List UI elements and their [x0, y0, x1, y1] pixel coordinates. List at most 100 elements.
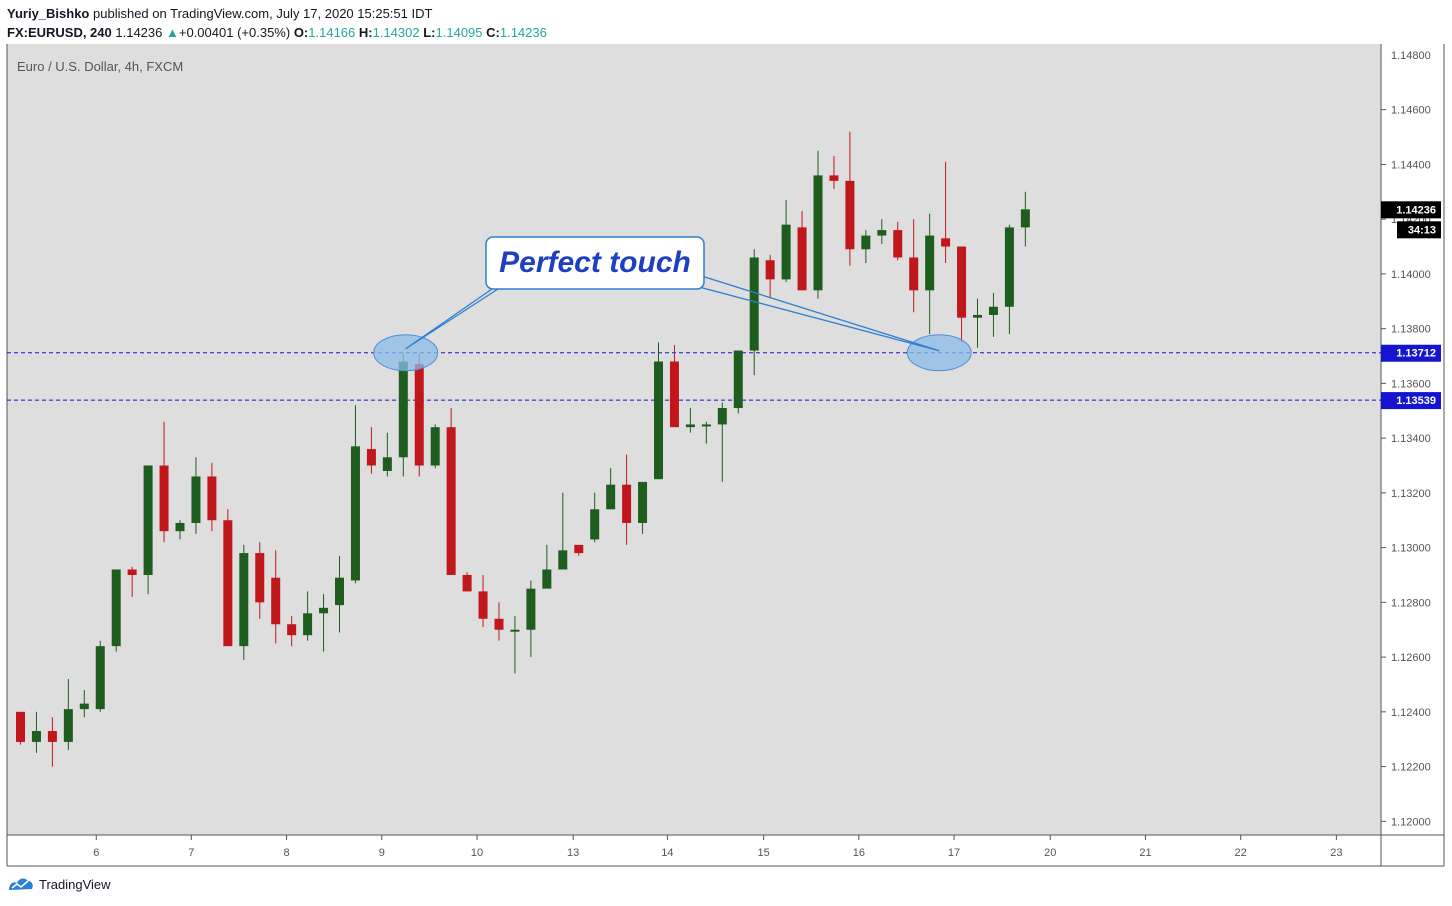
y-tick-label: 1.14600 [1391, 105, 1431, 117]
candle-body [239, 553, 249, 647]
candle [239, 544, 249, 660]
y-tick-label: 1.12600 [1391, 652, 1431, 664]
candle-body [143, 465, 153, 575]
candle [829, 156, 839, 190]
x-tick-label: 8 [283, 847, 289, 859]
candle [669, 345, 679, 428]
level-badge-support-bg [1381, 392, 1441, 410]
candle [558, 492, 568, 570]
candle [319, 594, 329, 652]
price-axis[interactable] [1381, 44, 1444, 835]
y-tick-label: 1.12400 [1391, 707, 1431, 719]
candle-body [654, 361, 663, 480]
candle [191, 457, 201, 534]
candle [797, 210, 807, 291]
x-tick-label: 22 [1235, 847, 1247, 859]
candle-body [829, 175, 839, 181]
candle [1020, 191, 1030, 247]
candle [909, 219, 919, 313]
candle-body [765, 260, 775, 280]
candle [207, 462, 217, 532]
callout-pointer-right[interactable] [683, 272, 940, 352]
countdown-badge: 34:13 [1408, 224, 1436, 236]
current-price-badge: 1.14236 [1396, 204, 1436, 216]
candle [781, 200, 791, 283]
candle-body [255, 553, 265, 603]
x-tick-label: 14 [661, 847, 673, 859]
author-name[interactable]: Yuriy_Bishko [7, 6, 90, 21]
candle-body [159, 465, 169, 532]
callout-text[interactable]: Perfect touch [499, 246, 691, 279]
high-value: 1.14302 [372, 25, 420, 40]
candle [303, 591, 313, 641]
time-axis[interactable] [7, 835, 1381, 866]
candle [622, 454, 632, 545]
touch-highlight-ellipse-left[interactable] [373, 334, 439, 372]
y-tick-label: 1.13600 [1391, 378, 1431, 390]
y-axis-ticks: 1.146001.144001.142001.140001.138001.136… [1381, 50, 1431, 828]
callout-box[interactable] [485, 236, 705, 290]
tradingview-brand[interactable]: TradingView [7, 876, 111, 892]
perfect-touch-annotation[interactable]: Perfect touch [373, 236, 972, 372]
candle-body [733, 350, 743, 409]
price-chart[interactable]: Euro / U.S. Dollar, 4h, FXCM 1.14600 1.14… [0, 44, 1452, 870]
x-axis-ticks: 6 7 8 9 10 13 14 15 16 17 20 21 22 23 [93, 835, 1343, 859]
candle-body [685, 424, 695, 428]
candle-body [16, 711, 25, 742]
candle [988, 293, 998, 337]
x-tick-label: 13 [567, 847, 579, 859]
close-value: 1.14236 [499, 25, 547, 40]
candle-body [797, 227, 807, 291]
candle-body [510, 629, 520, 632]
candle-body [47, 730, 57, 742]
candle-body [175, 522, 185, 532]
callout-pointer-left[interactable] [405, 288, 499, 350]
candle [941, 161, 951, 263]
candle-body [287, 624, 297, 636]
x-tick-label: 15 [757, 847, 769, 859]
candle-body [207, 476, 217, 521]
candle [749, 249, 759, 376]
candle [95, 640, 105, 712]
touch-highlight-ellipse-right[interactable] [906, 334, 972, 372]
candle [973, 298, 982, 348]
y-tick-label: 1.14000 [1391, 269, 1431, 281]
candle [717, 402, 727, 482]
candle-body [558, 550, 568, 570]
low-label: L: [423, 25, 436, 40]
candle-body [382, 457, 392, 471]
candle [382, 432, 392, 477]
y-tick-label: 1.14800 [1391, 50, 1431, 62]
last-price: 1.14236 [115, 25, 163, 40]
candle [350, 405, 360, 584]
candle-body [335, 577, 344, 606]
countdown-badge-bg [1397, 221, 1441, 239]
candle [606, 468, 616, 510]
horizontal-levels [7, 352, 1381, 401]
candle-body [542, 569, 552, 589]
up-arrow-icon: ▲ [166, 25, 179, 40]
candle-body [319, 607, 329, 614]
candle-body [430, 427, 440, 466]
tradingview-logo-icon [9, 878, 33, 890]
y-tick-label: 1.13800 [1391, 324, 1431, 336]
candle [685, 408, 695, 433]
candle [223, 509, 233, 647]
candle-body [271, 577, 281, 625]
candle-body [861, 235, 871, 250]
plot-area[interactable] [7, 44, 1381, 835]
candle [925, 213, 935, 335]
candle-body [191, 476, 201, 523]
open-value: 1.14166 [308, 25, 356, 40]
x-tick-label: 21 [1139, 847, 1151, 859]
candle [733, 350, 743, 414]
y-tick-label: 1.13400 [1391, 433, 1431, 445]
candle-body [717, 408, 727, 425]
x-tick-label: 23 [1330, 847, 1342, 859]
x-tick-label: 6 [93, 847, 99, 859]
candlestick-series [16, 131, 1030, 767]
high-label: H: [358, 25, 373, 40]
candle-body [398, 361, 408, 458]
candle [845, 131, 855, 266]
candle [31, 711, 41, 753]
